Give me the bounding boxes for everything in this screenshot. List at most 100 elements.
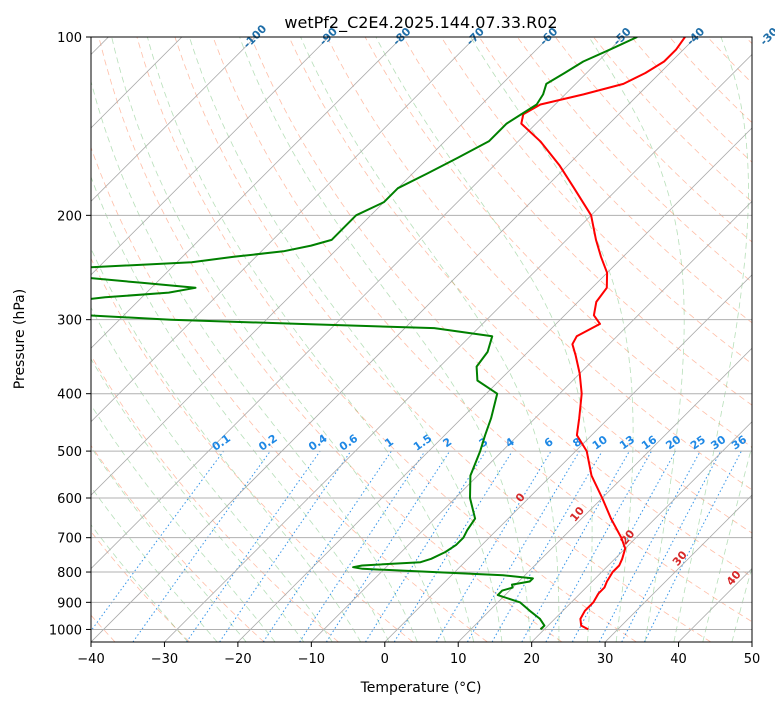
dry-adiabat [91,354,339,642]
mixing-ratio-line [219,450,352,642]
moist-adiabat [91,175,390,642]
y-tick-label: 1000 [49,623,82,638]
dry-adiabat [91,257,414,642]
dry-adiabat [707,37,752,84]
isotherm-line [91,37,550,496]
mixing-ratio-line [521,450,630,642]
x-tick-label: 0 [381,652,389,667]
mixing-ratio-label: 16 [639,433,659,453]
background-lines [91,37,752,642]
mixing-ratio-line [644,450,742,642]
x-tick-label: 10 [450,652,467,667]
mixing-ratio-line [598,450,701,642]
dry-adiabat [212,37,752,623]
isotherm-line [91,37,697,642]
y-tick-label: 300 [57,314,82,329]
mixing-ratio-line [393,450,513,642]
mixing-ratio-line [262,450,392,642]
isotherm-line [164,53,752,642]
y-tick-label: 600 [57,492,82,507]
mixing-ratio-label: 0.2 [256,432,279,454]
mixing-ratio-label: 36 [729,433,749,453]
mixing-ratio-label: 30 [708,433,728,453]
isotherm-line [237,127,752,642]
dewpoint-profile [91,37,638,631]
moist-adiabat [375,37,593,642]
dry-adiabat [136,37,637,642]
dry-adiabat [98,37,563,642]
dry-adiabat [364,37,752,448]
isotherm-line [91,37,256,202]
isotherm-line [311,200,752,642]
pressure-gridlines [91,37,752,630]
moist-adiabat [673,37,749,642]
dry-adiabat [250,37,752,578]
dry-adiabat [669,37,752,124]
mixing-ratio-line [91,450,225,632]
moist-adiabat [91,446,247,642]
dry-adiabat [91,444,265,642]
mixing-ratio-label: 1.5 [411,432,434,454]
moist-adiabat [147,37,475,642]
moist-adiabat [239,37,531,642]
mixing-ratio-line [545,450,652,642]
x-tick-label: −40 [77,652,104,667]
y-tick-label: 700 [57,532,82,547]
x-axis-label: Temperature (°C) [360,680,482,696]
dry-adiabat [174,37,712,642]
x-tick-label: −30 [151,652,178,667]
isotherm-line [91,37,476,423]
mixing-ratio-label: 0.1 [210,432,233,454]
plot-frame [90,36,753,643]
mixing-ratio-line [365,450,487,642]
profile-lines [91,37,686,631]
mixing-ratio-label: 13 [617,433,637,452]
isotherm-line [91,37,403,349]
mixing-ratio-line [325,450,451,642]
x-tick-label: 20 [523,652,540,667]
y-tick-label: 100 [57,31,82,46]
mixing-ratio-line [466,450,580,642]
moist-adiabat-label: 30 [670,548,690,568]
dry-adiabat [402,37,752,406]
isotherm-line [751,641,752,642]
moist-adiabat [91,306,333,642]
y-tick-label: 500 [57,445,82,460]
mixing-ratio-line [132,450,271,642]
x-tick-label: 40 [670,652,687,667]
mixing-ratio-label: 10 [590,433,610,453]
isotherm-line [531,421,752,642]
y-tick-label: 900 [57,596,82,611]
mixing-ratio-line [571,450,677,642]
dry-adiabat [745,37,752,45]
dry-adiabat [478,37,752,324]
moist-adiabat-label: 40 [724,568,744,588]
mixing-ratio-label: 6 [542,435,556,450]
isotherm-line [457,347,752,642]
x-tick-label: 50 [744,652,761,667]
dry-adiabat [326,37,752,491]
mixing-ratio-label: 25 [688,433,708,452]
chart-title: wetPf2_C2E4.2025.144.07.33.R02 [284,13,557,33]
x-tick-label: 30 [597,652,614,667]
mixing-ratio-label: 0.6 [337,432,361,454]
y-tick-label: 200 [57,209,82,224]
isotherm-line [384,274,752,642]
x-tick-label: −20 [224,652,251,667]
temperature-profile [520,37,686,631]
dry-adiabat [91,530,190,642]
isotherm-line [91,37,623,570]
moist-adiabat [91,404,276,642]
mixing-ratio-line [299,450,426,642]
isotherm-label: -30 [757,25,775,48]
y-tick-label: 800 [57,566,82,581]
y-tick-label: 400 [57,388,82,403]
y-axis-label: Pressure (hPa) [12,289,28,389]
mixing-ratio-label: 20 [663,433,683,453]
moist-adiabat [91,79,418,642]
dry-adiabat [91,146,488,642]
dry-adiabat [516,37,752,283]
moist-adiabat [470,37,634,642]
moist-adiabat-label: 10 [567,504,587,524]
